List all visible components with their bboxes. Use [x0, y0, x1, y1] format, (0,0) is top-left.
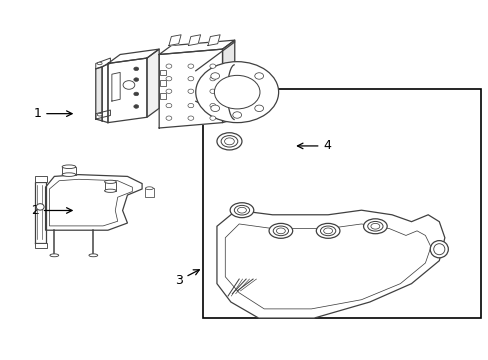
Circle shape: [134, 92, 139, 96]
Bar: [203, 89, 480, 318]
Polygon shape: [217, 210, 444, 318]
Ellipse shape: [224, 138, 234, 145]
Ellipse shape: [89, 254, 98, 257]
FancyBboxPatch shape: [35, 176, 47, 182]
Polygon shape: [102, 63, 108, 123]
Ellipse shape: [187, 77, 193, 81]
Text: 3: 3: [174, 270, 199, 287]
Polygon shape: [96, 67, 102, 121]
Circle shape: [210, 73, 219, 79]
Polygon shape: [147, 49, 159, 117]
FancyBboxPatch shape: [104, 182, 116, 191]
Ellipse shape: [97, 113, 102, 116]
Ellipse shape: [316, 224, 339, 238]
Polygon shape: [96, 110, 110, 119]
Ellipse shape: [237, 207, 246, 213]
Ellipse shape: [50, 254, 59, 257]
FancyBboxPatch shape: [62, 167, 76, 175]
Ellipse shape: [165, 89, 171, 93]
Polygon shape: [159, 40, 234, 54]
Ellipse shape: [234, 205, 249, 215]
Ellipse shape: [104, 180, 116, 183]
Ellipse shape: [187, 116, 193, 120]
Text: 4: 4: [297, 139, 331, 152]
Ellipse shape: [429, 240, 447, 258]
Polygon shape: [45, 175, 142, 230]
Ellipse shape: [214, 75, 260, 109]
Polygon shape: [35, 182, 45, 243]
Ellipse shape: [62, 165, 76, 168]
FancyBboxPatch shape: [160, 80, 165, 86]
Ellipse shape: [209, 89, 215, 93]
Ellipse shape: [97, 62, 102, 65]
Ellipse shape: [165, 77, 171, 81]
Polygon shape: [207, 35, 220, 45]
Circle shape: [210, 105, 219, 112]
FancyBboxPatch shape: [35, 243, 47, 248]
FancyBboxPatch shape: [144, 188, 154, 197]
Ellipse shape: [221, 136, 237, 147]
Polygon shape: [188, 35, 200, 45]
FancyBboxPatch shape: [160, 69, 165, 75]
Ellipse shape: [273, 226, 288, 236]
Text: 1: 1: [33, 107, 72, 120]
Polygon shape: [108, 58, 147, 123]
Polygon shape: [168, 35, 181, 45]
Ellipse shape: [433, 244, 444, 255]
Ellipse shape: [209, 77, 215, 81]
Text: 2: 2: [31, 204, 72, 217]
Ellipse shape: [230, 203, 253, 218]
Ellipse shape: [187, 89, 193, 93]
Ellipse shape: [187, 64, 193, 68]
FancyBboxPatch shape: [160, 93, 165, 99]
Ellipse shape: [165, 103, 171, 108]
Ellipse shape: [36, 204, 44, 210]
Ellipse shape: [145, 187, 153, 190]
Ellipse shape: [187, 103, 193, 108]
Ellipse shape: [276, 228, 285, 234]
Circle shape: [134, 105, 139, 108]
Ellipse shape: [370, 224, 379, 229]
Ellipse shape: [367, 221, 382, 231]
Polygon shape: [96, 58, 110, 69]
Polygon shape: [112, 72, 120, 101]
Circle shape: [254, 105, 263, 112]
Polygon shape: [159, 49, 222, 128]
Ellipse shape: [209, 103, 215, 108]
Circle shape: [134, 67, 139, 71]
Ellipse shape: [195, 62, 278, 123]
Polygon shape: [222, 40, 234, 123]
Polygon shape: [108, 49, 159, 63]
Ellipse shape: [217, 133, 242, 150]
Polygon shape: [49, 179, 132, 226]
Ellipse shape: [165, 116, 171, 120]
Ellipse shape: [268, 224, 292, 238]
Ellipse shape: [320, 226, 335, 236]
Circle shape: [254, 73, 263, 79]
Circle shape: [232, 112, 241, 118]
Ellipse shape: [209, 64, 215, 68]
Ellipse shape: [62, 173, 76, 176]
Circle shape: [134, 78, 139, 81]
Ellipse shape: [209, 116, 215, 120]
Ellipse shape: [323, 228, 332, 234]
Circle shape: [123, 81, 135, 89]
Ellipse shape: [165, 64, 171, 68]
Ellipse shape: [104, 189, 116, 192]
Ellipse shape: [363, 219, 386, 234]
